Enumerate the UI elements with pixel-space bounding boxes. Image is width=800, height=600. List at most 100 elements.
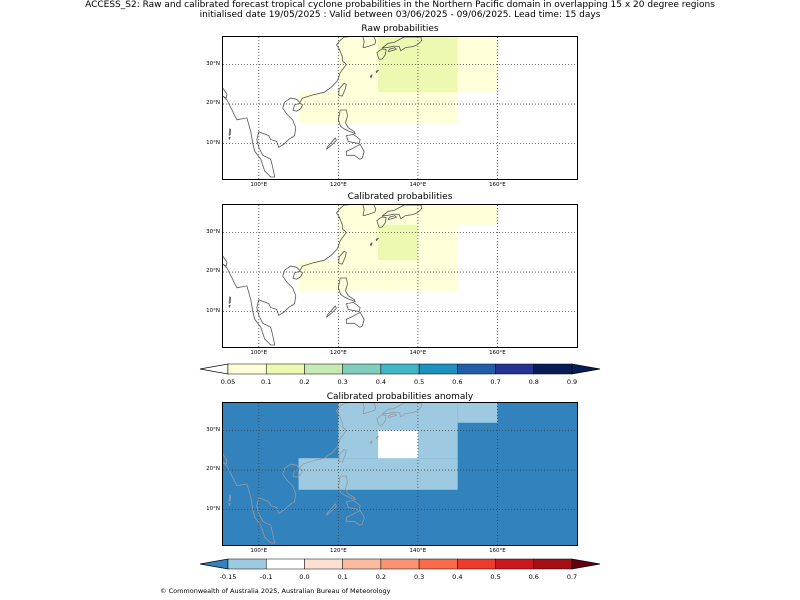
coastline — [228, 502, 231, 506]
lon-tick-label: 100°E — [250, 182, 268, 188]
colorbar-tick-label: 0.6 — [452, 378, 463, 386]
coastline — [223, 205, 349, 346]
coastline — [369, 242, 373, 247]
probability-region — [457, 403, 498, 423]
lat-tick-label: 10°N — [206, 307, 220, 314]
colorbar-tick-label: 0.4 — [452, 573, 463, 581]
colorbar-tick-label: 0.2 — [375, 573, 387, 581]
coastline — [223, 37, 349, 178]
coastline — [337, 277, 356, 303]
coastline — [337, 475, 356, 501]
coastline — [228, 296, 232, 304]
colorbar-tick-label: 0.0 — [299, 573, 310, 581]
coastline — [362, 403, 377, 415]
coastline — [326, 137, 337, 150]
colorbar-tick-label: 0.3 — [337, 378, 348, 386]
coastline — [387, 413, 398, 418]
map-raw — [222, 36, 578, 180]
coastline — [362, 205, 377, 217]
lon-tick-label: 140°E — [409, 350, 427, 356]
lat-tick-label: 30°N — [206, 60, 220, 67]
map-anomaly — [222, 402, 578, 546]
lat-tick-label: 10°N — [206, 505, 220, 512]
colorbar-segment — [495, 363, 535, 375]
coastline — [362, 37, 377, 49]
colorbar-tick-label: 0.05 — [220, 378, 236, 386]
colorbar-segment — [265, 558, 305, 570]
coastline — [381, 205, 422, 220]
figure-subtitle: initialised date 19/05/2025 : Valid betw… — [199, 10, 601, 20]
lon-tick-label: 100°E — [250, 548, 268, 554]
coastline — [345, 311, 365, 328]
colorbar-tick-label: 0.9 — [566, 378, 578, 386]
coastline — [223, 403, 349, 544]
colorbar-segment — [342, 363, 382, 375]
coastline — [387, 47, 398, 52]
coastline — [376, 414, 387, 426]
lon-tick-label: 120°E — [329, 182, 347, 188]
lat-tick-label: 20°N — [206, 466, 220, 473]
colorbar-tick-label: 0.4 — [375, 378, 387, 386]
colorbar-segment — [457, 558, 496, 570]
coastline — [292, 102, 304, 112]
coastline — [338, 449, 347, 463]
colorbar-tick-label: 0.7 — [566, 573, 578, 581]
coastline — [375, 69, 380, 74]
colorbar-tick-label: 0.5 — [490, 573, 501, 581]
colorbar-over-arrow — [571, 558, 601, 570]
coastline — [223, 454, 228, 465]
colorbar-segment — [418, 363, 458, 375]
colorbar-tick-label: 0.3 — [413, 573, 425, 581]
colorbar-segment — [495, 558, 535, 570]
lat-tick-label: 30°N — [206, 426, 220, 433]
map-anomaly-canvas — [223, 403, 577, 545]
coastline — [326, 305, 337, 318]
panel-title-anomaly: Calibrated probabilities anomaly — [326, 392, 474, 402]
colorbar-segment — [304, 363, 343, 375]
lon-tick-label: 140°E — [409, 182, 427, 188]
lon-tick-label: 100°E — [250, 350, 268, 356]
colorbar-tick-label: 0.5 — [413, 378, 425, 386]
probability-region — [298, 92, 458, 124]
colorbar-tick-label: 0.2 — [299, 378, 310, 386]
probability-colorbar — [199, 363, 601, 375]
coastline — [369, 74, 373, 79]
colorbar-segment — [342, 558, 382, 570]
lat-tick-label: 20°N — [206, 100, 220, 107]
coastline — [387, 215, 398, 220]
lon-tick-label: 160°E — [489, 350, 506, 356]
coastline — [228, 304, 231, 308]
coastline — [375, 237, 380, 242]
colorbar-segment — [380, 363, 420, 375]
colorbar-segment — [227, 363, 267, 375]
colorbar-segment — [304, 558, 343, 570]
colorbar-tick-label: 0.6 — [528, 573, 539, 581]
map-calibrated — [222, 204, 578, 348]
colorbar-tick-label: 0.7 — [490, 378, 501, 386]
figure-title: ACCESS_S2: Raw and calibrated forecast t… — [85, 0, 715, 10]
map-raw-canvas — [223, 37, 577, 179]
coastline — [337, 109, 356, 135]
panel-title-raw: Raw probabilities — [361, 24, 439, 34]
colorbar-segment — [533, 558, 573, 570]
lat-tick-label: 30°N — [206, 228, 220, 235]
coastline — [375, 435, 380, 440]
map-calibrated-canvas — [223, 205, 577, 347]
lon-tick-label: 140°E — [409, 548, 427, 554]
coastline — [338, 83, 347, 97]
coastline — [223, 88, 228, 99]
coastline — [338, 251, 347, 265]
lon-tick-label: 160°E — [489, 182, 506, 188]
colorbar-segment — [533, 363, 573, 375]
coastline — [376, 216, 387, 228]
coastline — [292, 270, 304, 280]
lon-tick-label: 120°E — [329, 548, 347, 554]
coastline — [292, 468, 304, 478]
colorbar-segment — [265, 363, 305, 375]
panel-title-calibrated: Calibrated probabilities — [347, 192, 453, 202]
coastline — [228, 494, 232, 502]
colorbar-under-arrow — [199, 558, 229, 570]
coastline — [228, 128, 232, 136]
colorbar-segment — [418, 558, 458, 570]
coastline — [381, 403, 422, 418]
